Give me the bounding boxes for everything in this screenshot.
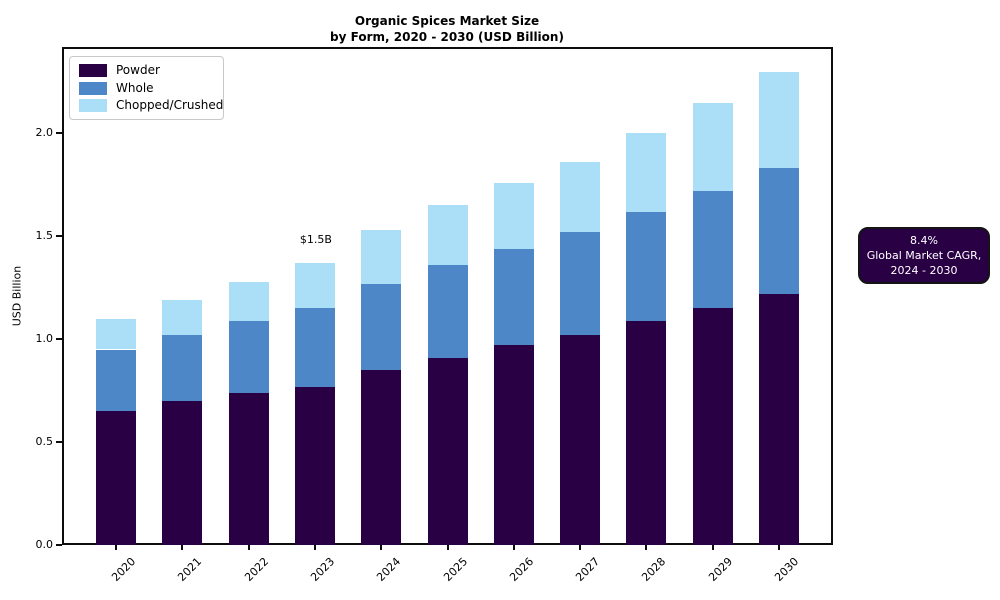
y-tick bbox=[56, 441, 62, 444]
bar-segment-powder-2020 bbox=[96, 411, 136, 545]
bar-segment-whole-2030 bbox=[759, 168, 799, 294]
y-tick bbox=[56, 235, 62, 238]
legend-item-chopped: Chopped/Crushed bbox=[79, 98, 223, 113]
legend-item-whole: Whole bbox=[79, 81, 214, 96]
bar-segment-chopped-crushed-2028 bbox=[626, 133, 667, 212]
chart-title-line1: Organic Spices Market Size bbox=[354, 14, 540, 28]
y-tick bbox=[56, 544, 62, 546]
y-tick-label: 0.0 bbox=[35, 538, 54, 551]
bar-segment-chopped-crushed-2030 bbox=[759, 71, 799, 169]
cagr-callout: 8.4% Global Market CAGR, 2024 - 2030 bbox=[858, 227, 990, 284]
cagr-value: 8.4% bbox=[910, 234, 938, 247]
x-tick bbox=[313, 545, 316, 550]
bar-segment-chopped-crushed-2025 bbox=[427, 205, 468, 266]
x-tick bbox=[380, 545, 383, 550]
bar-segment-powder-2021 bbox=[162, 400, 203, 545]
bar-segment-chopped-crushed-2026 bbox=[493, 182, 534, 249]
chart-title: Organic Spices Market Size by Form, 2020… bbox=[330, 13, 564, 45]
x-tick-label-2029: 2029 bbox=[705, 555, 735, 584]
x-tick bbox=[711, 545, 714, 550]
chart-title-line2: by Form, 2020 - 2030 (USD Billion) bbox=[330, 30, 564, 44]
legend-label-powder: Powder bbox=[116, 63, 160, 77]
x-tick-label-2024: 2024 bbox=[374, 555, 404, 584]
bar-segment-chopped-crushed-2022 bbox=[228, 281, 269, 321]
bar-segment-powder-2022 bbox=[228, 392, 269, 545]
x-tick-label-2027: 2027 bbox=[573, 555, 603, 584]
x-tick bbox=[579, 545, 582, 550]
bar-segment-powder-2030 bbox=[759, 293, 799, 545]
x-tick-label-2028: 2028 bbox=[639, 555, 669, 584]
x-tick-label-2022: 2022 bbox=[241, 555, 271, 584]
x-tick bbox=[778, 545, 780, 550]
bar-segment-powder-2026 bbox=[493, 345, 534, 545]
bar-segment-chopped-crushed-2021 bbox=[162, 300, 203, 336]
bar-segment-chopped-crushed-2027 bbox=[560, 162, 601, 233]
bar-segment-powder-2029 bbox=[692, 308, 733, 545]
cagr-caption-line1: Global Market CAGR, bbox=[866, 249, 982, 262]
y-tick-label: 1.5 bbox=[35, 229, 54, 243]
y-axis-label: USD Billion bbox=[10, 265, 24, 327]
bar-segment-chopped-crushed-2029 bbox=[692, 102, 733, 192]
x-tick-label-2025: 2025 bbox=[440, 555, 470, 584]
bar-segment-whole-2024 bbox=[361, 283, 402, 371]
bar-segment-whole-2026 bbox=[493, 248, 534, 346]
bar-segment-powder-2027 bbox=[560, 335, 601, 545]
x-tick-label-2023: 2023 bbox=[308, 555, 338, 584]
bar-segment-powder-2028 bbox=[626, 320, 667, 545]
legend: Powder Whole Chopped/Crushed bbox=[69, 56, 224, 120]
x-tick bbox=[247, 545, 250, 550]
bar-segment-whole-2025 bbox=[427, 265, 468, 358]
bar-segment-whole-2022 bbox=[228, 320, 269, 393]
plot-area: Powder Whole Chopped/Crushed bbox=[62, 47, 833, 545]
legend-label-chopped: Chopped/Crushed bbox=[116, 98, 224, 112]
bar-segment-whole-2028 bbox=[626, 211, 667, 321]
x-tick bbox=[446, 545, 449, 550]
legend-swatch-whole bbox=[79, 81, 107, 95]
x-tick bbox=[512, 545, 515, 550]
y-tick-label: 1.0 bbox=[35, 332, 54, 346]
bar-segment-powder-2024 bbox=[361, 370, 402, 545]
x-tick bbox=[181, 545, 184, 550]
y-tick bbox=[56, 132, 62, 135]
bar-segment-whole-2020 bbox=[96, 349, 136, 412]
bar-segment-powder-2025 bbox=[427, 357, 468, 545]
legend-swatch-chopped bbox=[79, 99, 107, 112]
bar-segment-whole-2027 bbox=[560, 232, 601, 336]
cagr-caption-line2: 2024 - 2030 bbox=[890, 264, 958, 277]
y-tick bbox=[56, 338, 62, 341]
y-tick-label: 2.0 bbox=[35, 126, 54, 140]
x-tick-label-2020: 2020 bbox=[109, 555, 139, 584]
bar-segment-whole-2023 bbox=[294, 308, 335, 387]
x-tick bbox=[645, 545, 648, 550]
bar-segment-chopped-crushed-2020 bbox=[96, 318, 136, 350]
x-tick bbox=[115, 545, 117, 550]
bar-segment-whole-2021 bbox=[162, 335, 203, 401]
legend-item-powder: Powder bbox=[79, 63, 214, 78]
x-tick-label-2030: 2030 bbox=[772, 555, 802, 584]
bar-segment-chopped-crushed-2023 bbox=[294, 263, 335, 309]
bar-segment-whole-2029 bbox=[692, 191, 733, 309]
x-tick-label-2026: 2026 bbox=[507, 555, 537, 584]
x-tick-label-2021: 2021 bbox=[175, 555, 205, 584]
y-tick-label: 0.5 bbox=[35, 435, 54, 449]
bar-segment-chopped-crushed-2024 bbox=[361, 230, 402, 284]
legend-label-whole: Whole bbox=[116, 80, 154, 95]
legend-swatch-powder bbox=[79, 64, 107, 77]
bar-value-annotation: $1.5B bbox=[299, 233, 332, 247]
bar-segment-powder-2023 bbox=[294, 386, 335, 545]
